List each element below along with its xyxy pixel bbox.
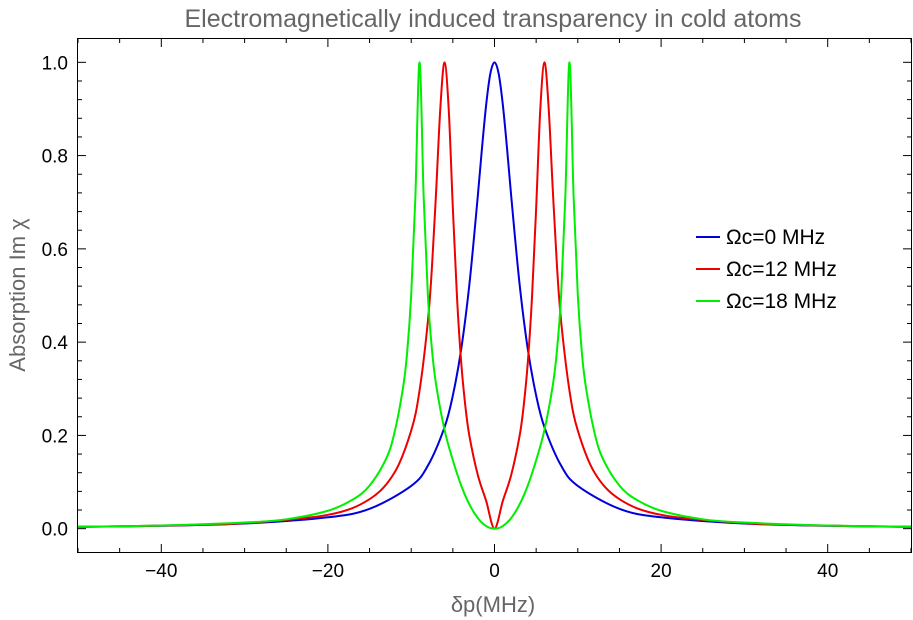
plot-frame — [77, 38, 912, 553]
series-line-0 — [77, 61, 912, 528]
y-tick-label: 0.2 — [42, 426, 68, 447]
axis-ticks — [77, 39, 912, 552]
chart-title: Electromagnetically induced transparency… — [185, 5, 802, 33]
legend-label-0: Ωc=0 MHz — [726, 226, 825, 249]
y-tick-label: 0.6 — [42, 240, 68, 261]
series-line-2 — [77, 61, 912, 530]
x-tick-label: 0 — [489, 561, 500, 582]
legend-label-2: Ωc=18 MHz — [726, 290, 837, 313]
y-axis-label: Absorption Im χ — [5, 218, 30, 372]
y-tick-label: 0.8 — [42, 147, 68, 168]
x-tick-labels: −40 −20 0 20 40 — [145, 561, 838, 582]
x-tick-label: 20 — [651, 561, 672, 582]
x-tick-label: 40 — [817, 561, 838, 582]
y-tick-label: 1.0 — [42, 53, 68, 74]
legend: Ωc=0 MHz Ωc=12 MHz Ωc=18 MHz — [696, 226, 837, 313]
x-axis-label: δp(MHz) — [451, 592, 535, 617]
y-tick-label: 0.4 — [42, 333, 69, 354]
legend-label-1: Ωc=12 MHz — [726, 258, 837, 281]
y-tick-label: 0.0 — [42, 520, 68, 541]
x-tick-label: −20 — [312, 561, 344, 582]
series-lines — [77, 61, 912, 530]
x-tick-label: −40 — [145, 561, 177, 582]
y-tick-labels: 0.0 0.2 0.4 0.6 0.8 1.0 — [42, 53, 69, 540]
